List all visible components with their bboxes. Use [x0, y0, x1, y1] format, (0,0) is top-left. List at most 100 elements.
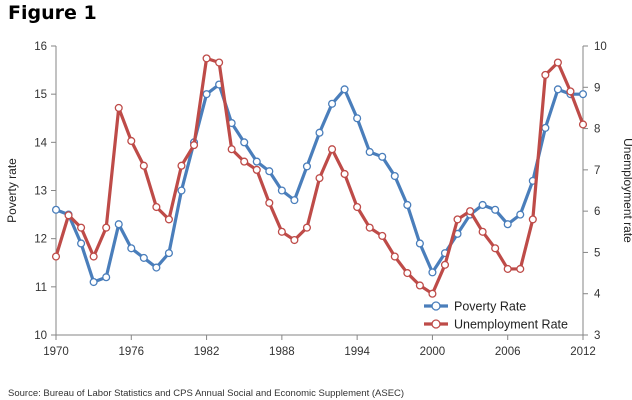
- y-tick-label: 13: [34, 186, 47, 198]
- y2-tick-label: 4: [594, 289, 601, 301]
- y-axis-label: Poverty rate: [5, 158, 19, 223]
- data-point: [415, 281, 424, 290]
- y2-tick-label: 8: [594, 124, 600, 136]
- data-point: [89, 277, 98, 287]
- data-point: [139, 161, 148, 170]
- data-point: [403, 200, 412, 210]
- data-point: [415, 239, 424, 248]
- data-point: [102, 223, 111, 232]
- data-point: [114, 220, 123, 229]
- data-point: [541, 123, 550, 132]
- data-point: [240, 138, 249, 147]
- data-point: [365, 223, 374, 232]
- chart-axes: 1970 1976 1982 1988 1994 2000 2006 2012 10 11 12 13…: [5, 41, 632, 358]
- data-point: [315, 128, 324, 137]
- data-point: [164, 215, 173, 224]
- legend-label: Poverty Rate: [454, 300, 526, 314]
- x-tick-label: 2012: [570, 346, 596, 358]
- source-note: Source: Bureau of Labor Statistics and C…: [8, 388, 405, 399]
- y-tick-label: 14: [34, 137, 47, 149]
- x-tick-label: 1976: [118, 346, 144, 358]
- data-point: [503, 264, 512, 273]
- data-point: [491, 205, 500, 214]
- data-point: [365, 147, 374, 157]
- data-point: [340, 169, 349, 179]
- x-tick-label: 1994: [344, 346, 370, 358]
- data-point: [478, 200, 487, 210]
- data-point: [390, 172, 399, 181]
- data-point: [127, 244, 136, 253]
- data-point: [390, 252, 399, 261]
- data-point: [177, 186, 186, 195]
- x-tick-label: 1988: [269, 346, 295, 358]
- legend-item: Unemployment Rate: [424, 318, 568, 332]
- legend-marker: [431, 319, 441, 329]
- data-point: [528, 215, 537, 224]
- y2-tick-label: 9: [594, 82, 600, 94]
- data-point: [89, 252, 98, 261]
- data-point: [265, 167, 274, 176]
- data-point: [51, 205, 61, 214]
- data-point: [327, 145, 337, 154]
- data-point: [378, 152, 387, 161]
- data-point: [189, 141, 199, 150]
- series-unemployment-rate: [51, 54, 588, 298]
- data-point: [440, 260, 450, 269]
- data-point: [553, 58, 562, 67]
- data-point: [315, 174, 324, 183]
- x-tick-label: 1970: [43, 346, 69, 358]
- legend-item: Poverty Rate: [424, 300, 526, 314]
- data-point: [215, 58, 224, 67]
- y2-axis-label: Unemployment rate: [621, 138, 632, 243]
- data-point: [327, 99, 337, 108]
- data-point: [428, 268, 437, 277]
- data-point: [127, 136, 136, 146]
- x-tick-label: 2000: [420, 346, 446, 358]
- x-tick-label: 1982: [194, 346, 220, 358]
- data-point: [77, 223, 86, 232]
- legend-label: Unemployment Rate: [454, 318, 568, 332]
- data-point: [302, 162, 312, 171]
- data-point: [114, 103, 123, 112]
- data-point: [177, 161, 186, 170]
- y2-tick-label: 10: [594, 41, 607, 53]
- data-point: [578, 120, 588, 129]
- data-point: [503, 220, 512, 229]
- data-point: [428, 289, 437, 298]
- data-point: [403, 269, 412, 278]
- data-point: [277, 186, 286, 195]
- figure-title: Figure 1: [8, 2, 97, 24]
- data-point: [478, 227, 487, 236]
- data-point: [578, 90, 588, 99]
- data-point: [553, 85, 562, 94]
- data-point: [240, 157, 249, 166]
- data-point: [566, 87, 575, 96]
- y-tick-label: 12: [34, 234, 47, 246]
- data-point: [227, 145, 236, 154]
- data-point: [353, 202, 362, 212]
- data-point: [516, 210, 525, 219]
- data-point: [265, 198, 274, 207]
- data-point: [152, 263, 161, 272]
- data-point: [491, 244, 500, 253]
- data-point: [252, 165, 261, 174]
- chart-series: [51, 54, 588, 298]
- data-point: [541, 70, 550, 79]
- y2-tick-label: 3: [594, 330, 600, 342]
- data-point: [202, 54, 211, 63]
- data-point: [252, 157, 261, 166]
- data-point: [277, 227, 286, 236]
- legend-marker: [431, 301, 441, 311]
- data-point: [51, 252, 61, 261]
- data-point: [152, 202, 161, 212]
- y2-tick-label: 7: [594, 165, 600, 177]
- data-point: [340, 85, 349, 94]
- y-tick-label: 11: [35, 282, 47, 294]
- data-point: [290, 235, 299, 245]
- data-point: [139, 253, 148, 262]
- data-point: [453, 215, 462, 224]
- data-point: [64, 211, 73, 220]
- y-tick-label: 10: [34, 330, 47, 342]
- data-point: [516, 264, 525, 273]
